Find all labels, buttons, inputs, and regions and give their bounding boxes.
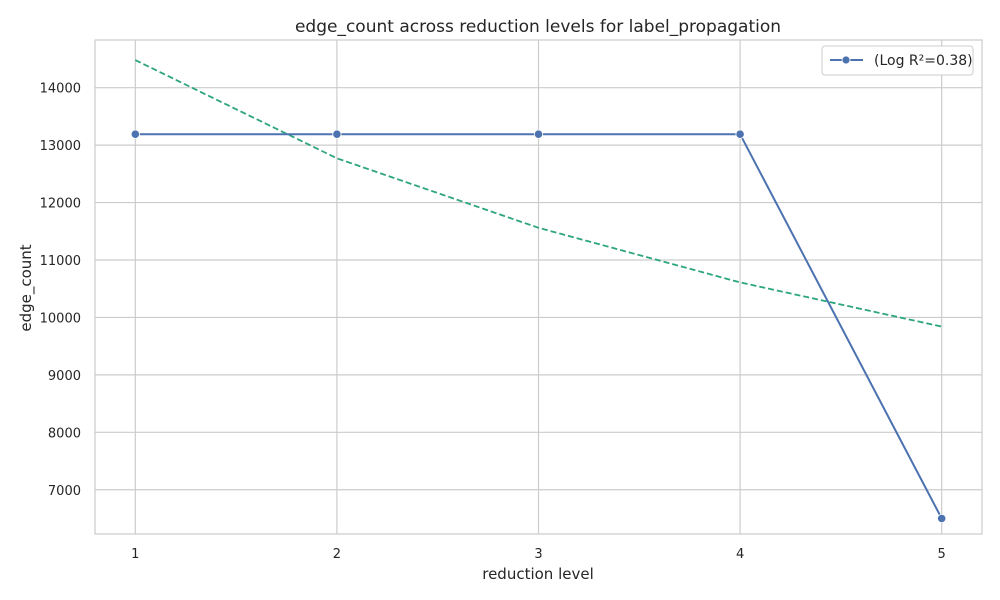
y-tick-label: 7000	[48, 484, 81, 499]
x-tick-label: 4	[736, 547, 744, 562]
x-tick-label: 1	[131, 547, 139, 562]
x-axis: 1 2 3 4 5	[131, 547, 946, 562]
series-line-log-fit	[134, 59, 942, 328]
legend-marker-swatch	[841, 55, 851, 65]
data-point	[130, 129, 140, 139]
legend: (Log R²=0.38)	[821, 45, 974, 76]
y-tick-label: 12000	[40, 197, 81, 212]
y-axis: 7000 8000 9000 10000 11000 12000 13000 14000	[40, 82, 81, 499]
x-axis-label: reduction level	[482, 565, 594, 583]
x-tick-label: 2	[333, 547, 341, 562]
y-tick-label: 8000	[48, 426, 81, 441]
data-point	[937, 513, 947, 524]
y-axis-label: edge_count	[17, 244, 36, 331]
legend-box	[821, 45, 974, 76]
y-tick-label: 9000	[48, 369, 81, 384]
plot-area-frame	[94, 39, 983, 535]
legend-label: (Log R²=0.38)	[874, 53, 973, 69]
data-point	[735, 129, 745, 139]
y-tick-label: 11000	[40, 254, 81, 269]
x-tick-label: 3	[534, 547, 542, 562]
data-point	[332, 129, 342, 139]
series-layer	[130, 59, 947, 524]
y-tick-label: 10000	[40, 311, 81, 326]
y-tick-label: 13000	[40, 139, 81, 154]
grid	[95, 40, 982, 534]
chart-title: edge_count across reduction levels for l…	[295, 17, 781, 37]
x-tick-label: 5	[938, 547, 946, 562]
y-tick-label: 14000	[40, 82, 81, 97]
data-point	[533, 129, 544, 139]
